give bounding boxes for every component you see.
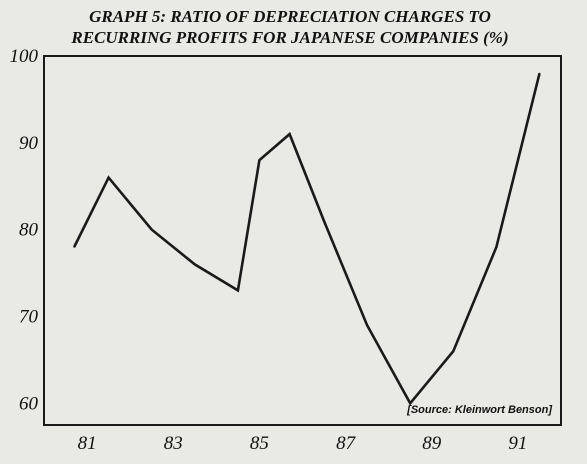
- data-point: [150, 228, 153, 231]
- chart-title-line-1: GRAPH 5: RATIO OF DEPRECIATION CHARGES T…: [89, 7, 491, 26]
- data-point: [409, 402, 412, 405]
- chart-title-line-2: RECURRING PROFITS FOR JAPANESE COMPANIES…: [70, 28, 508, 47]
- series-line: [73, 73, 541, 406]
- data-point: [452, 350, 455, 353]
- x-tick-label: 83: [164, 433, 183, 454]
- x-axis: 81 83 85 87 89 91: [78, 433, 528, 454]
- x-tick-label: 89: [422, 433, 442, 454]
- y-tick-label: 60: [19, 393, 39, 414]
- y-axis: 60 70 80 90 100: [10, 46, 39, 414]
- data-point: [323, 220, 325, 222]
- plot-frame: [43, 55, 562, 426]
- data-point: [237, 289, 239, 292]
- y-tick-label: 80: [19, 220, 39, 241]
- x-tick-label: 87: [336, 433, 357, 454]
- y-tick-label: 70: [19, 306, 39, 327]
- data-point: [73, 246, 75, 248]
- data-point: [194, 263, 196, 266]
- y-tick-label: 90: [19, 133, 39, 154]
- data-point: [538, 72, 541, 75]
- data-point: [107, 176, 110, 179]
- y-tick-label: 100: [10, 46, 39, 67]
- data-point: [366, 324, 368, 327]
- x-tick-label: 91: [508, 433, 527, 454]
- data-point: [258, 159, 261, 161]
- source-note: [Source: Kleinwort Benson]: [406, 404, 552, 416]
- x-tick-label: 81: [78, 433, 97, 454]
- data-point: [288, 133, 291, 135]
- data-point: [495, 246, 498, 248]
- x-tick-label: 85: [250, 433, 269, 454]
- series-group: [73, 72, 541, 406]
